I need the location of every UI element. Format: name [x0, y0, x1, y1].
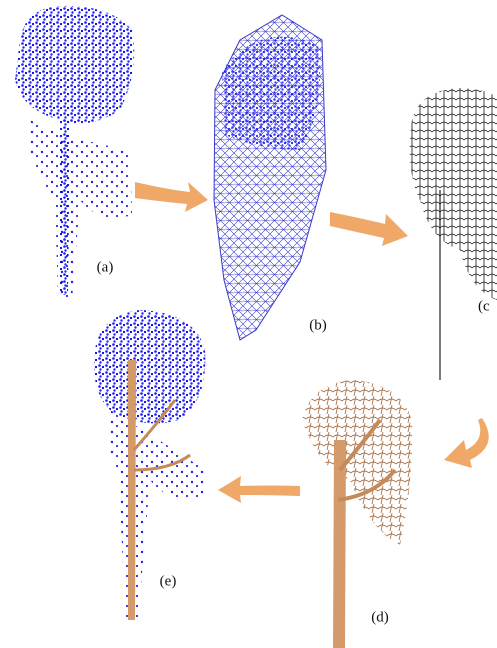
tree-c — [410, 88, 497, 380]
arrow — [330, 212, 408, 246]
tree-d — [302, 380, 412, 648]
panel-label: (a) — [97, 259, 114, 275]
panel-label: (b) — [309, 317, 327, 333]
tree-b — [214, 15, 326, 340]
page: (a) (b) (c (d) (e) (() => { const data =… — [0, 0, 497, 648]
arrow — [444, 418, 489, 468]
figure: (a) (b) (c (d) (e) — [0, 0, 497, 648]
arrow — [218, 476, 300, 503]
panel-label: (d) — [371, 609, 389, 625]
arrow — [135, 182, 208, 212]
panel-label: (e) — [160, 573, 177, 589]
tree-a — [15, 6, 134, 300]
tree-e — [94, 310, 205, 620]
panel-label: (c — [478, 298, 490, 314]
